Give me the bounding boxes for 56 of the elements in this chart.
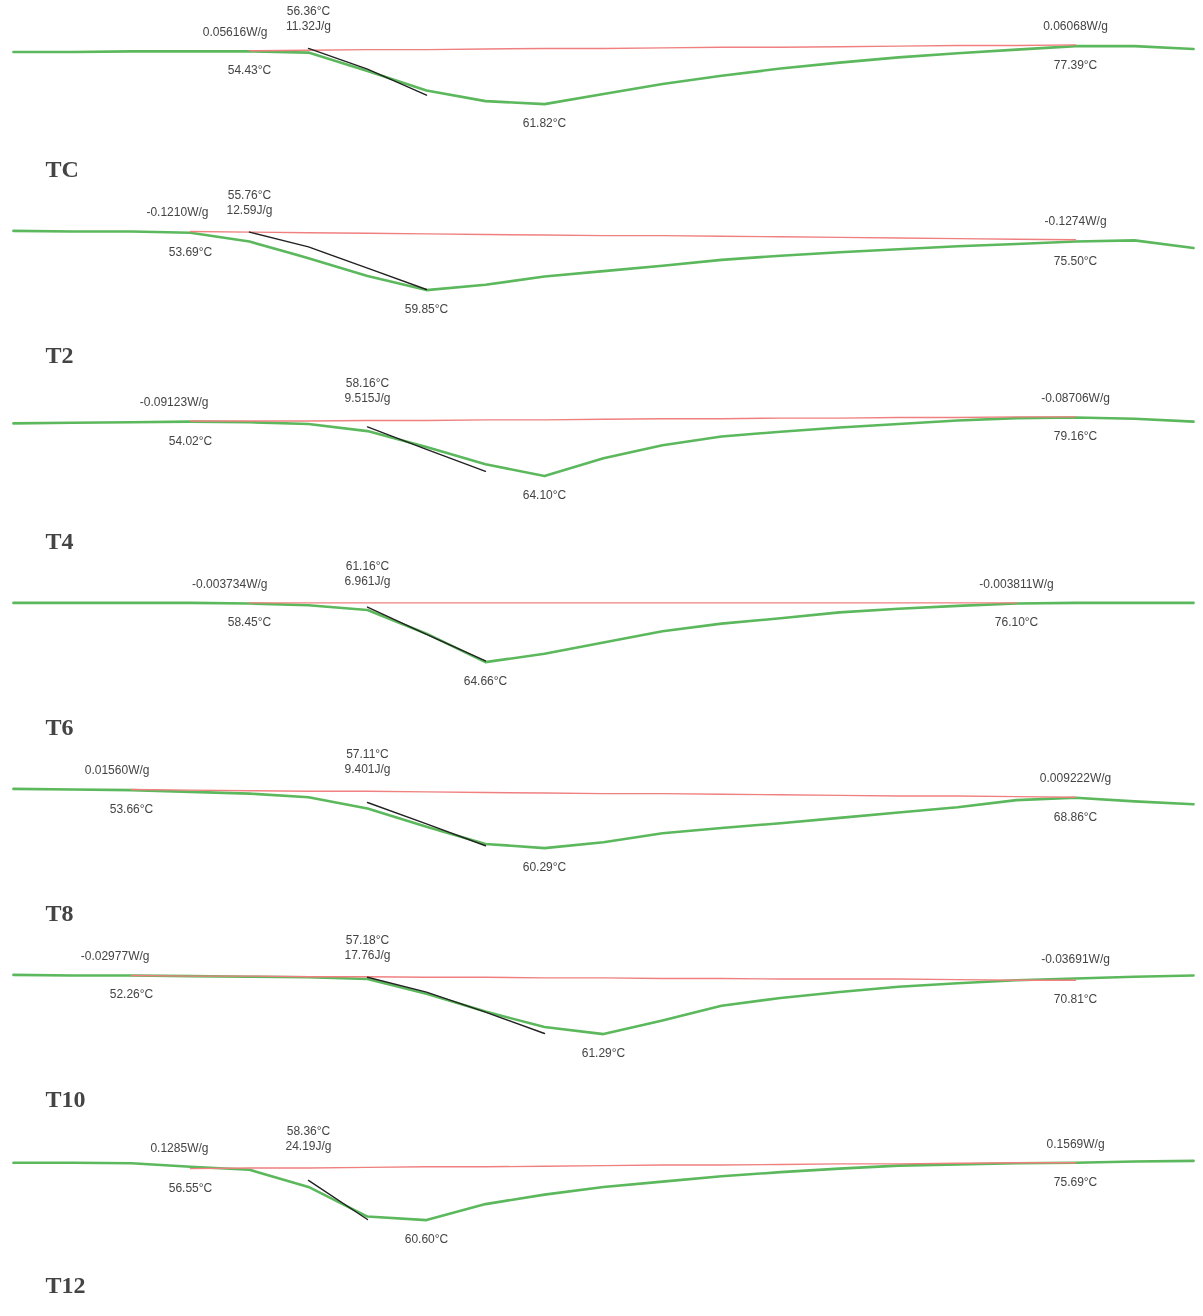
text: 0.06068W/g bbox=[1043, 18, 1108, 33]
text: 0.009222W/g bbox=[1039, 771, 1112, 786]
text: T2 bbox=[45, 341, 74, 368]
text: -0.09123W/g bbox=[139, 395, 209, 410]
annotation: 77.39°C bbox=[1053, 58, 1098, 73]
annotation: 54.02°C bbox=[168, 433, 213, 448]
text: 57.11°C bbox=[346, 747, 390, 762]
text: 58.16°C bbox=[345, 376, 390, 391]
text: T10 bbox=[45, 1085, 86, 1112]
text: 17.76J/g bbox=[344, 947, 391, 962]
annotation: 53.69°C bbox=[168, 244, 213, 259]
text: 59.85°C bbox=[404, 302, 449, 317]
text: T12 bbox=[45, 1271, 86, 1298]
text: 57.18°C bbox=[345, 932, 390, 947]
text: T6 bbox=[45, 713, 74, 740]
text: -0.02977W/g bbox=[80, 949, 150, 964]
text: T4 bbox=[45, 527, 74, 554]
text: 60.60°C bbox=[404, 1232, 449, 1247]
text: 61.16°C bbox=[345, 558, 390, 573]
annotation: 68.86°C bbox=[1053, 809, 1098, 824]
annotation: 70.81°C bbox=[1053, 992, 1098, 1007]
text: 9.515J/g bbox=[344, 391, 391, 406]
annotation: 54.43°C bbox=[227, 63, 272, 78]
text: -0.003734W/g bbox=[192, 576, 268, 591]
text: 61.82°C bbox=[522, 116, 567, 131]
text: -0.03691W/g bbox=[1041, 952, 1110, 967]
text: -0.1210W/g bbox=[146, 205, 209, 220]
text: 0.1285W/g bbox=[150, 1140, 209, 1155]
annotation: 76.10°C bbox=[994, 615, 1039, 630]
text: 64.10°C bbox=[522, 488, 567, 503]
text: -0.08706W/g bbox=[1041, 390, 1110, 405]
annotation: 58.45°C bbox=[227, 615, 272, 630]
text: 58.36°C bbox=[286, 1124, 331, 1138]
text: 0.05616W/g bbox=[202, 24, 268, 39]
text: 56.36°C bbox=[286, 4, 331, 19]
text: 60.29°C bbox=[522, 860, 567, 875]
annotation: 79.16°C bbox=[1053, 429, 1098, 444]
text: -0.003811W/g bbox=[979, 576, 1054, 591]
annotation: 52.26°C bbox=[109, 987, 154, 1002]
text: 11.32J/g bbox=[285, 19, 332, 34]
text: T8 bbox=[45, 899, 74, 926]
text: 24.19J/g bbox=[285, 1139, 332, 1153]
text: 0.01560W/g bbox=[84, 763, 150, 778]
text: 9.401J/g bbox=[344, 762, 391, 777]
annotation: 75.69°C bbox=[1053, 1174, 1098, 1189]
annotation: 75.50°C bbox=[1053, 253, 1098, 268]
text: 12.59J/g bbox=[226, 203, 273, 218]
annotation: 56.55°C bbox=[168, 1180, 213, 1195]
text: -0.1274W/g bbox=[1044, 213, 1107, 228]
text: 6.961J/g bbox=[344, 573, 391, 588]
text: 0.1569W/g bbox=[1046, 1136, 1105, 1151]
text: 61.29°C bbox=[581, 1046, 626, 1061]
text: 64.66°C bbox=[463, 674, 508, 689]
text: 55.76°C bbox=[227, 188, 272, 203]
annotation: 53.66°C bbox=[109, 802, 154, 817]
text: TC bbox=[45, 155, 79, 182]
